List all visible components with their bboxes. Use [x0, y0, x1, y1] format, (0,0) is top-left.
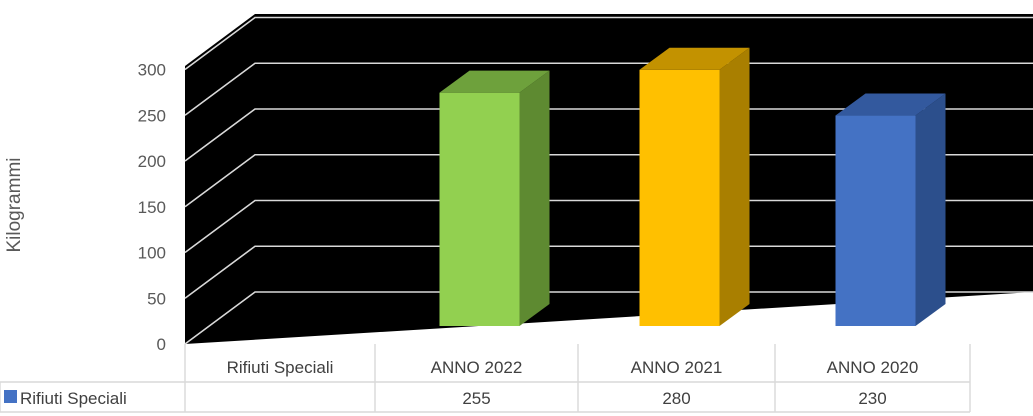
data-table-value: 230	[858, 389, 886, 408]
bar-side	[519, 70, 550, 326]
x-category-label: ANNO 2020	[827, 358, 919, 377]
bar	[639, 47, 750, 327]
bar-front	[439, 92, 520, 326]
y-tick-label: 0	[157, 335, 166, 354]
x-category-label: ANNO 2021	[631, 358, 723, 377]
gridline	[184, 291, 1033, 345]
y-axis-label: Kilogrammi	[4, 157, 25, 252]
data-table-value: 280	[662, 389, 690, 408]
y-tick-label: 50	[147, 289, 166, 308]
y-tick-label: 100	[138, 244, 166, 263]
bar-front	[639, 69, 720, 327]
gridline	[184, 153, 1033, 208]
x-category-label: ANNO 2022	[431, 358, 523, 377]
y-tick-label: 250	[138, 106, 166, 125]
bar-top	[439, 70, 550, 93]
bar-top	[835, 93, 946, 116]
data-table-value: 255	[462, 389, 490, 408]
x-category-label: Rifiuti Speciali	[227, 358, 334, 377]
data-table: Rifiuti Speciali ANNO 2022 255 ANNO 2021 280…	[0, 344, 971, 413]
bar-side	[915, 93, 946, 326]
y-tick-label: 150	[138, 198, 166, 217]
y-axis-ticks: 0 50 100 150 200 250 300	[138, 61, 166, 355]
bar-top	[639, 47, 750, 70]
plot-area	[184, 14, 1033, 345]
gridline	[184, 62, 1033, 116]
gridline	[184, 199, 1033, 254]
bar-front	[835, 115, 916, 326]
y-tick-label: 300	[138, 61, 166, 80]
bar	[439, 70, 550, 326]
bar	[835, 93, 946, 326]
gridline	[184, 245, 1033, 299]
gridline	[184, 16, 1033, 71]
plot-background	[185, 14, 1033, 344]
y-tick-label: 200	[138, 152, 166, 171]
legend-label: Rifiuti Speciali	[20, 389, 127, 408]
bar-side	[719, 47, 750, 327]
legend-swatch	[4, 390, 17, 403]
gridline	[184, 108, 1033, 162]
